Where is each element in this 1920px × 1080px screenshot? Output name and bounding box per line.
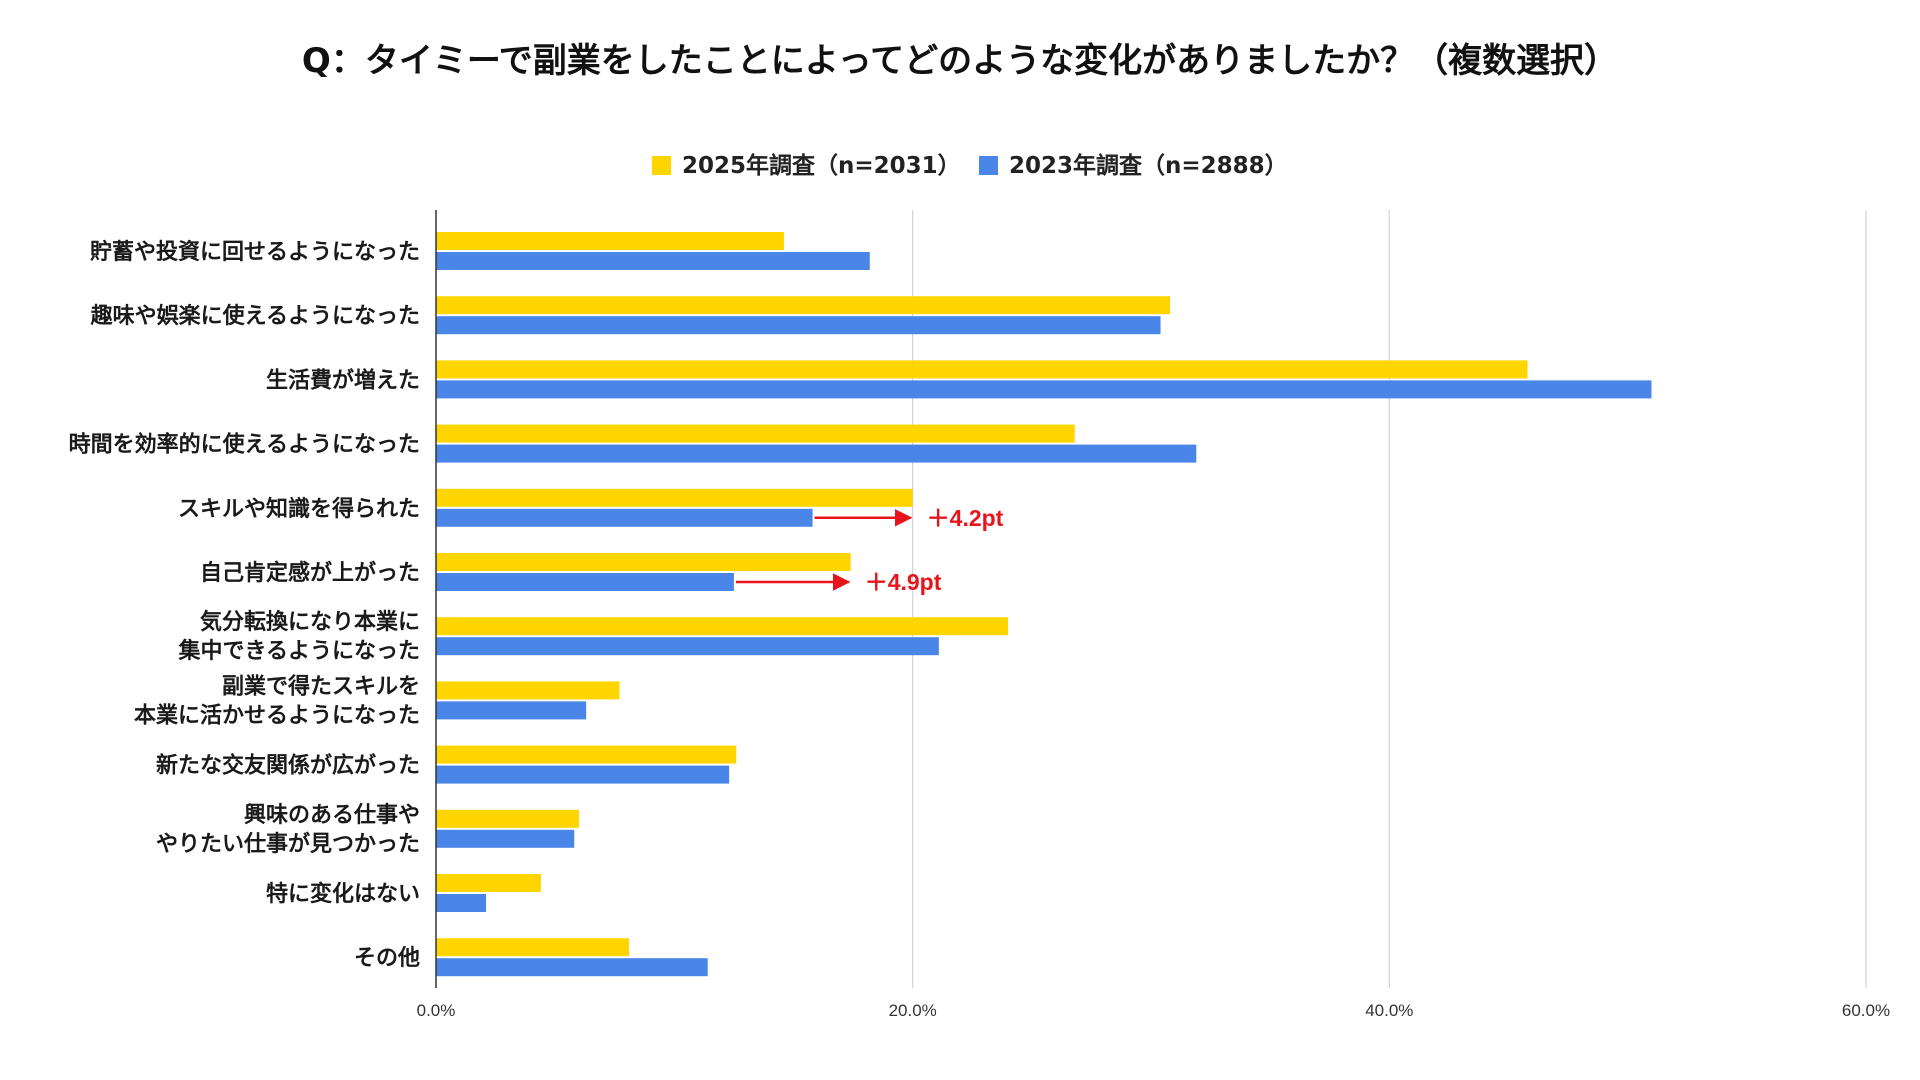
bar-2023-9	[436, 829, 575, 848]
bar-2023-6	[436, 637, 939, 656]
x-tick-label: 20.0%	[889, 1001, 937, 1020]
x-axis-ticks: 0.0% 20.0% 40.0% 60.0%	[417, 1001, 1890, 1020]
category-label: 気分転換になり本業に集中できるようになった	[177, 609, 420, 664]
legend-swatch-2025	[652, 156, 671, 175]
annotation-label: ＋4.2pt	[927, 505, 1004, 531]
bar-2025-2	[436, 360, 1528, 379]
bar-2023-1	[436, 316, 1161, 335]
category-labels: 貯蓄や投資に回せるようになった趣味や娯楽に使えるようになった生活費が増えた時間を…	[69, 239, 420, 971]
legend-label-2023: 2023年調査（n=2888）	[1009, 152, 1288, 179]
annotations: ＋4.2pt ＋4.9pt	[735, 505, 1004, 595]
bar-2025-1	[436, 296, 1171, 315]
bar-2023-7	[436, 701, 587, 720]
category-label: スキルや知識を得られた	[178, 496, 420, 522]
legend: 2025年調査（n=2031） 2023年調査（n=2888）	[652, 152, 1288, 179]
category-label: 貯蓄や投資に回せるようになった	[90, 239, 420, 265]
bar-2025-10	[436, 874, 541, 892]
chart-title: Q：タイミーで副業をしたことによってどのような変化がありましたか？（複数選択）	[302, 41, 1618, 81]
legend-label-2025: 2025年調査（n=2031）	[682, 152, 961, 179]
category-label: 自己肯定感が上がった	[200, 560, 420, 586]
category-label: 趣味や娯楽に使えるようになった	[90, 303, 420, 329]
bar-2023-10	[436, 894, 487, 912]
category-label: 興味のある仕事ややりたい仕事が見つかった	[156, 802, 420, 857]
x-tick-label: 60.0%	[1842, 1001, 1890, 1020]
category-label: その他	[354, 946, 420, 971]
gridlines	[912, 210, 1867, 988]
category-label: 副業で得たスキルを本業に活かせるようになった	[134, 673, 420, 728]
annotation-label: ＋4.9pt	[865, 569, 942, 595]
bar-2025-7	[436, 681, 620, 700]
category-label: 生活費が増えた	[266, 367, 420, 393]
bar-2025-4	[436, 488, 913, 507]
bar-2025-8	[436, 745, 737, 764]
bar-2025-5	[436, 553, 851, 571]
bar-2025-6	[436, 617, 1008, 636]
bar-2025-11	[436, 938, 630, 957]
bar-2023-11	[436, 958, 708, 977]
category-label: 新たな交友関係が広がった	[156, 753, 420, 779]
bars	[436, 232, 1652, 977]
bar-2025-9	[436, 809, 579, 828]
bar-2023-4	[436, 508, 813, 527]
bar-2023-8	[436, 765, 730, 784]
x-tick-label: 40.0%	[1365, 1001, 1413, 1020]
bar-2023-2	[436, 380, 1652, 399]
bar-2023-0	[436, 252, 870, 270]
category-label: 時間を効率的に使えるようになった	[69, 432, 420, 458]
bar-2025-3	[436, 424, 1075, 443]
legend-swatch-2023	[979, 156, 998, 175]
bar-2025-0	[436, 232, 784, 250]
bar-2023-5	[436, 573, 734, 591]
category-label: 特に変化はない	[266, 881, 420, 907]
bar-2023-3	[436, 444, 1197, 463]
x-tick-label: 0.0%	[417, 1001, 456, 1020]
